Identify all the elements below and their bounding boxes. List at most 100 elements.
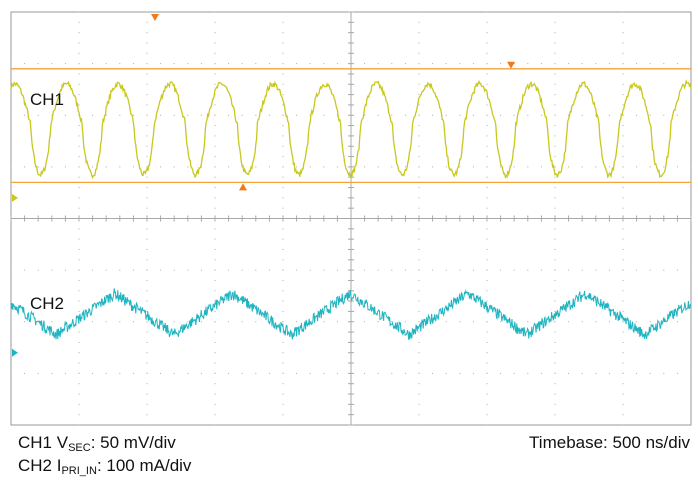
grid-dot	[404, 372, 406, 374]
grid-dot	[282, 341, 284, 343]
grid-dot	[64, 63, 66, 65]
grid-dot	[296, 63, 298, 65]
grid-dot	[622, 166, 624, 168]
grid-dot	[445, 269, 447, 271]
ch2-ground-marker	[12, 348, 18, 357]
grid-dot	[364, 269, 366, 271]
grid-dot	[568, 269, 570, 271]
grid-dot	[160, 372, 162, 374]
grid-dot	[622, 238, 624, 240]
grid-dot	[282, 321, 284, 323]
grid-dot	[581, 321, 583, 323]
grid-dot	[486, 403, 488, 405]
grid-dot	[241, 269, 243, 271]
grid-dot	[622, 11, 624, 13]
grid-dot	[146, 104, 148, 106]
grid-dot	[418, 269, 420, 271]
grid-dot	[214, 94, 216, 96]
grid-dot	[554, 166, 556, 168]
grid-dot	[78, 341, 80, 343]
grid-dot	[146, 352, 148, 354]
grid-dot	[282, 248, 284, 250]
grid-dot	[228, 166, 230, 168]
grid-dot	[622, 352, 624, 354]
grid-dot	[241, 321, 243, 323]
grid-dot	[418, 393, 420, 395]
grid-dot	[622, 393, 624, 395]
grid-dot	[377, 321, 379, 323]
grid-dot	[282, 42, 284, 44]
ch1-trace	[10, 79, 692, 180]
grid-dot	[581, 372, 583, 374]
grid-dot	[146, 372, 148, 374]
grid-dot	[445, 372, 447, 374]
grid-dot	[78, 42, 80, 44]
grid-dot	[78, 166, 80, 168]
grid-dot	[418, 372, 420, 374]
grid-dot	[486, 52, 488, 54]
grid-dot	[608, 63, 610, 65]
ch2-scale-prefix: CH2 I	[18, 456, 62, 475]
grid-dot	[214, 352, 216, 354]
grid-dot	[78, 125, 80, 127]
grid-dot	[486, 197, 488, 199]
grid-dot	[10, 166, 12, 168]
grid-dot	[214, 228, 216, 230]
grid-dot	[622, 207, 624, 209]
grid-dot	[214, 166, 216, 168]
grid-dot	[445, 63, 447, 65]
grid-dot	[513, 166, 515, 168]
grid-dot	[690, 269, 692, 271]
grid-dot	[146, 424, 148, 426]
grid-dot	[282, 331, 284, 333]
grid-dot	[214, 145, 216, 147]
ch2-scale-subscript: PRI_IN	[61, 465, 97, 477]
grid-dot	[391, 269, 393, 271]
grid-dot	[214, 73, 216, 75]
grid-dot	[595, 372, 597, 374]
grid-dot	[649, 166, 651, 168]
grid-dot	[105, 114, 107, 116]
grid-dot	[282, 310, 284, 312]
grid-dot	[554, 259, 556, 261]
grid-dot	[404, 63, 406, 65]
grid-dot	[418, 104, 420, 106]
grid-dot	[636, 114, 638, 116]
grid-dot	[554, 372, 556, 374]
grid-dot	[24, 321, 26, 323]
grid-dot	[78, 207, 80, 209]
waveform-traces	[10, 79, 692, 340]
grid-dot	[282, 393, 284, 395]
grid-dot	[445, 166, 447, 168]
grid-dot	[173, 372, 175, 374]
grid-dot	[146, 187, 148, 189]
grid-dot	[119, 166, 121, 168]
grid-dot	[554, 403, 556, 405]
grid-dot	[214, 372, 216, 374]
grid-dot	[282, 269, 284, 271]
grid-dot	[418, 352, 420, 354]
grid-dot	[486, 73, 488, 75]
grid-dot	[119, 114, 121, 116]
grid-dot	[418, 424, 420, 426]
grid-dot	[78, 52, 80, 54]
grid-dot	[622, 259, 624, 261]
grid-dot	[527, 269, 529, 271]
grid-dot	[554, 11, 556, 13]
grid-dot	[554, 156, 556, 158]
grid-dot	[622, 290, 624, 292]
grid-dot	[78, 248, 80, 250]
grid-dot	[554, 135, 556, 137]
grid-dot	[187, 269, 189, 271]
grid-dot	[418, 176, 420, 178]
grid-dot	[622, 145, 624, 147]
grid-dot	[228, 269, 230, 271]
grid-dot	[146, 32, 148, 34]
grid-dot	[323, 321, 325, 323]
ch2-scale-value: : 100 mA/div	[96, 456, 192, 475]
grid-dot	[282, 32, 284, 34]
grid-dot	[146, 414, 148, 416]
grid-dot	[486, 21, 488, 23]
grid-dot	[554, 238, 556, 240]
grid-dot	[636, 372, 638, 374]
